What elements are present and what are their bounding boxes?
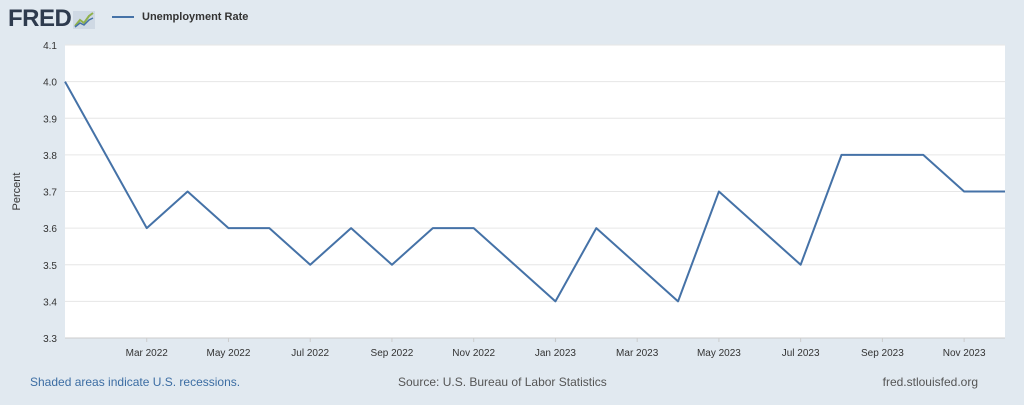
x-tick-label: Jul 2023 — [782, 348, 820, 359]
x-tick-label: Jul 2022 — [291, 348, 329, 359]
chart-header: FRED Unemployment Rate — [0, 0, 1024, 36]
x-tick-label: May 2022 — [207, 348, 251, 359]
series-group — [61, 78, 1009, 305]
legend-swatch — [112, 16, 134, 18]
y-tick-label: 3.9 — [43, 114, 57, 125]
data-point[interactable] — [960, 188, 968, 196]
y-tick-label: 3.5 — [43, 261, 57, 272]
y-tick-label: 4.1 — [43, 41, 57, 52]
data-point[interactable] — [347, 224, 355, 232]
data-point[interactable] — [265, 224, 273, 232]
line-chart-icon — [73, 11, 96, 29]
chart-footer: Shaded areas indicate U.S. recessions. S… — [0, 372, 1024, 394]
data-point[interactable] — [224, 224, 232, 232]
data-point[interactable] — [919, 151, 927, 159]
data-point[interactable] — [388, 261, 396, 269]
data-point[interactable] — [470, 224, 478, 232]
data-point[interactable] — [838, 151, 846, 159]
x-tick-label: Nov 2022 — [452, 348, 495, 359]
recessions-note: Shaded areas indicate U.S. recessions. — [30, 375, 241, 389]
data-point[interactable] — [756, 224, 764, 232]
x-tick-label: Nov 2023 — [943, 348, 986, 359]
data-point[interactable] — [551, 297, 559, 305]
logo-text: FRED — [8, 5, 72, 32]
x-tick-label: Mar 2023 — [616, 348, 659, 359]
y-tick-labels: 3.3 3.4 3.5 3.6 3.7 3.8 3.9 4.0 4.1 — [43, 41, 57, 345]
y-tick-label: 3.6 — [43, 224, 57, 235]
legend[interactable]: Unemployment Rate — [112, 9, 248, 25]
site-link[interactable]: fred.stlouisfed.org — [882, 375, 978, 389]
y-tick-label: 3.8 — [43, 151, 57, 162]
y-tick-label: 3.3 — [43, 334, 57, 345]
data-point[interactable] — [1001, 188, 1009, 196]
y-tick-label: 3.4 — [43, 297, 57, 308]
line-chart[interactable]: 3.3 3.4 3.5 3.6 3.7 3.8 3.9 4.0 4.1 Mar 2022 May … — [0, 30, 1024, 365]
x-tick-label: Sep 2022 — [371, 348, 414, 359]
series-line-unemployment-rate[interactable] — [64, 81, 1005, 303]
source-note: Source: U.S. Bureau of Labor Statistics — [398, 375, 607, 389]
y-tick-label: 3.7 — [43, 188, 57, 199]
data-point[interactable] — [429, 224, 437, 232]
data-point[interactable] — [61, 78, 69, 86]
y-axis-label: Percent — [11, 173, 23, 211]
data-point[interactable] — [878, 151, 886, 159]
x-tick-label: Jan 2023 — [535, 348, 577, 359]
data-point[interactable] — [715, 188, 723, 196]
data-point[interactable] — [184, 188, 192, 196]
legend-label: Unemployment Rate — [142, 11, 249, 23]
y-tick-label: 4.0 — [43, 78, 57, 89]
data-point[interactable] — [674, 297, 682, 305]
x-axis: Mar 2022 May 2022 Jul 2022 Sep 2022 Nov 2022… — [65, 337, 1005, 359]
data-point[interactable] — [592, 224, 600, 232]
x-tick-label: Mar 2022 — [126, 348, 169, 359]
fred-logo[interactable]: FRED — [8, 5, 96, 32]
data-point[interactable] — [511, 261, 519, 269]
x-tick-label: Sep 2023 — [861, 348, 904, 359]
data-point[interactable] — [143, 224, 151, 232]
data-point[interactable] — [633, 261, 641, 269]
data-point[interactable] — [102, 151, 110, 159]
data-point[interactable] — [306, 261, 314, 269]
x-tick-label: May 2023 — [697, 348, 741, 359]
data-point[interactable] — [797, 261, 805, 269]
